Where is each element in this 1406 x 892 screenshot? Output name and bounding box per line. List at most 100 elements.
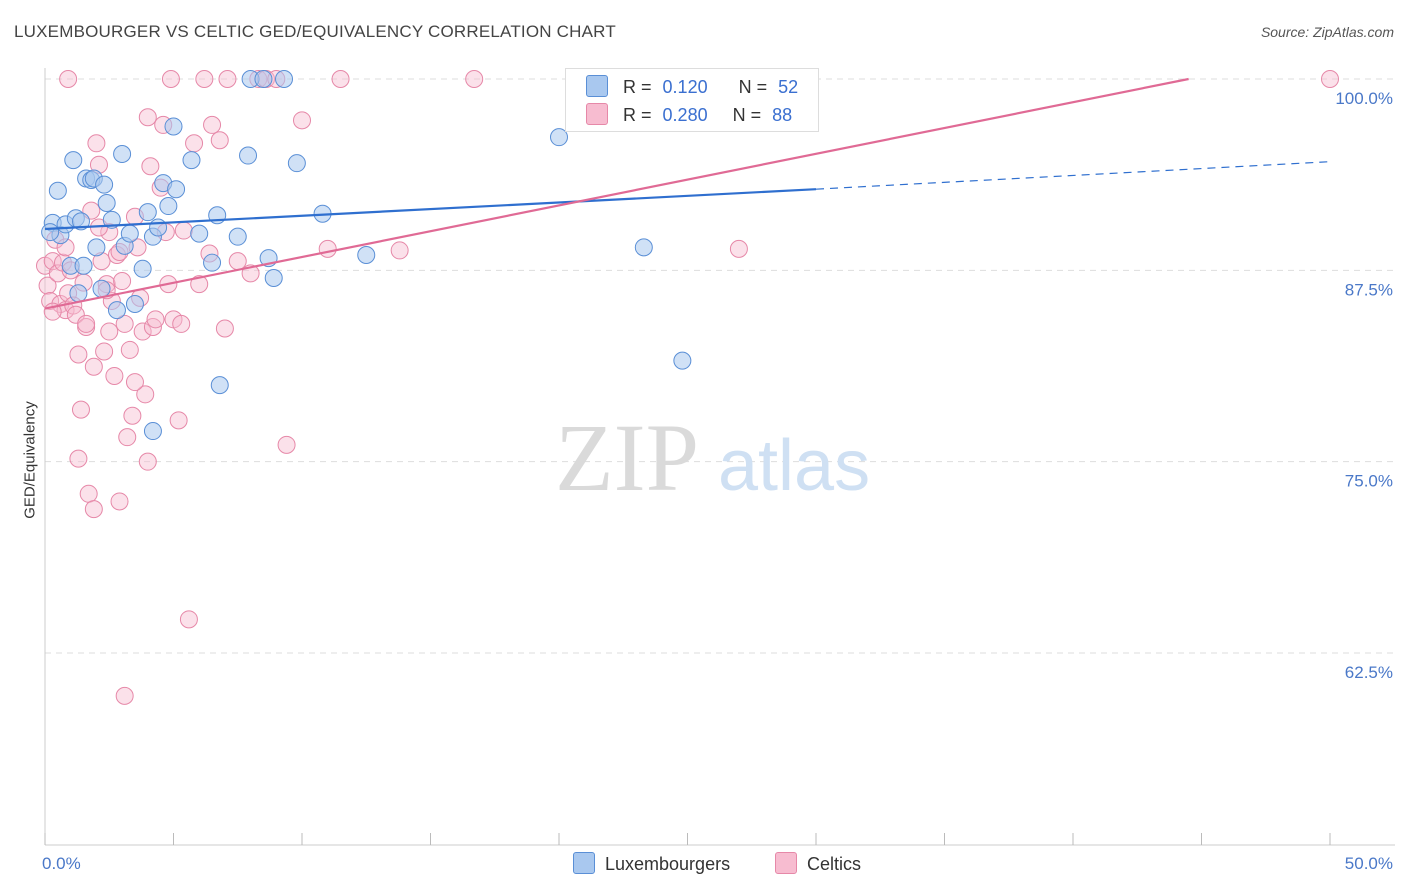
luxembourgers-point bbox=[41, 223, 60, 242]
celtics-point bbox=[100, 322, 119, 341]
legend-label: Celtics bbox=[807, 854, 862, 874]
luxembourgers-point bbox=[228, 227, 247, 246]
blue-swatch bbox=[573, 852, 595, 874]
celtics-point bbox=[190, 275, 209, 294]
legend-row-celtics: R = 0.280 N = 88 bbox=[586, 103, 792, 127]
celtics-point bbox=[146, 310, 165, 329]
celtics-point bbox=[71, 400, 90, 419]
celtics-point bbox=[133, 322, 152, 341]
bottom-legend-celtics: Celtics bbox=[775, 852, 861, 875]
luxembourgers-point bbox=[87, 238, 106, 257]
celtics-point bbox=[115, 314, 134, 333]
celtics-point bbox=[69, 345, 88, 364]
watermark-zip: ZIP bbox=[555, 404, 699, 511]
celtics-point bbox=[141, 157, 160, 176]
celtics-point bbox=[59, 70, 78, 88]
source-label: Source: ZipAtlas.com bbox=[1260, 24, 1394, 40]
luxembourgers-point bbox=[95, 175, 114, 194]
celtics-point bbox=[113, 272, 132, 291]
legend-n-label: N = bbox=[738, 77, 768, 97]
celtics-point bbox=[123, 406, 142, 425]
celtics-points bbox=[36, 70, 1339, 705]
luxembourgers-point bbox=[48, 181, 67, 200]
legend-label: Luxembourgers bbox=[605, 854, 731, 874]
legend-r-value: 0.280 bbox=[662, 105, 708, 125]
celtics-point bbox=[138, 452, 157, 471]
celtics-point bbox=[203, 115, 222, 134]
pink-swatch bbox=[775, 852, 797, 874]
celtics-point bbox=[138, 108, 157, 127]
luxembourgers-point bbox=[138, 203, 157, 222]
luxembourgers-point bbox=[71, 212, 90, 231]
celtics-point bbox=[118, 428, 137, 447]
luxembourgers-point bbox=[113, 145, 132, 164]
celtics-point bbox=[218, 70, 237, 88]
luxembourgers-point bbox=[69, 284, 88, 303]
celtics-point bbox=[69, 449, 88, 468]
luxembourgers-point bbox=[203, 253, 222, 272]
grid bbox=[45, 78, 1395, 654]
y-tick-label: 87.5% bbox=[1345, 280, 1393, 299]
y-tick-label: 100.0% bbox=[1335, 89, 1393, 108]
celtics-point bbox=[120, 340, 139, 359]
celtics-point bbox=[277, 435, 296, 454]
x-tick-label: 50.0% bbox=[1345, 854, 1393, 873]
luxembourgers-point bbox=[239, 146, 258, 165]
celtics-point bbox=[390, 241, 409, 260]
luxembourgers-point bbox=[167, 180, 186, 199]
celtics-point bbox=[41, 291, 60, 310]
luxembourgers-point bbox=[182, 151, 201, 170]
luxembourgers-point bbox=[275, 70, 294, 88]
luxembourgers-point bbox=[210, 376, 229, 395]
legend-n-value: 88 bbox=[772, 105, 793, 125]
legend-r-label: R = bbox=[623, 105, 652, 125]
legend-r-label: R = bbox=[623, 77, 652, 97]
celtics-point bbox=[185, 134, 204, 153]
luxembourgers-point bbox=[264, 268, 283, 287]
x-tick-label: 0.0% bbox=[42, 854, 81, 873]
luxembourgers-point bbox=[143, 422, 162, 441]
luxembourgers-point bbox=[125, 295, 144, 314]
celtics-point bbox=[38, 276, 57, 295]
stats-legend: R = 0.120 N = 52 R = 0.280 N = 88 bbox=[565, 68, 819, 132]
luxembourgers-point bbox=[74, 256, 93, 275]
luxembourgers-point bbox=[149, 218, 168, 237]
legend-r-value: 0.120 bbox=[662, 77, 708, 97]
luxembourgers-point bbox=[357, 246, 376, 265]
celtics-point bbox=[169, 411, 188, 430]
celtics-point bbox=[318, 239, 337, 258]
celtics-point bbox=[136, 385, 155, 404]
luxembourgers-point bbox=[120, 224, 139, 243]
luxembourgers-point bbox=[190, 224, 209, 243]
luxembourgers-point bbox=[102, 210, 121, 229]
legend-row-luxembourgers: R = 0.120 N = 52 bbox=[586, 75, 798, 99]
luxembourgers-point bbox=[164, 117, 183, 136]
luxembourgers-trend-extension bbox=[815, 161, 1331, 190]
celtics-point bbox=[110, 492, 129, 511]
celtics-point bbox=[228, 252, 247, 271]
celtics-point bbox=[84, 357, 103, 376]
y-tick-label: 62.5% bbox=[1345, 663, 1393, 682]
luxembourgers-point bbox=[673, 351, 692, 370]
luxembourgers-point bbox=[254, 70, 273, 88]
tick-labels: 100.0% 87.5% 75.0% 62.5% 0.0% 50.0% bbox=[42, 89, 1393, 873]
luxembourgers-points bbox=[41, 70, 746, 441]
watermark-atlas: atlas bbox=[718, 426, 870, 506]
luxembourgers-point bbox=[159, 197, 178, 216]
chart-title: LUXEMBOURGER VS CELTIC GED/EQUIVALENCY C… bbox=[14, 22, 616, 41]
celtics-trend-line bbox=[44, 77, 1189, 310]
celtics-point bbox=[115, 686, 134, 705]
luxembourgers-point bbox=[97, 193, 116, 212]
celtics-point bbox=[79, 484, 98, 503]
celtics-point bbox=[87, 134, 106, 153]
celtics-point bbox=[161, 70, 180, 88]
luxembourgers-trend-line bbox=[44, 188, 817, 231]
celtics-point bbox=[95, 342, 114, 361]
luxembourgers-point bbox=[133, 259, 152, 278]
luxembourgers-point bbox=[92, 279, 111, 298]
celtics-point bbox=[293, 111, 311, 130]
luxembourgers-point bbox=[287, 154, 306, 173]
legend-n-value: 52 bbox=[778, 77, 799, 97]
celtics-point bbox=[195, 70, 214, 88]
